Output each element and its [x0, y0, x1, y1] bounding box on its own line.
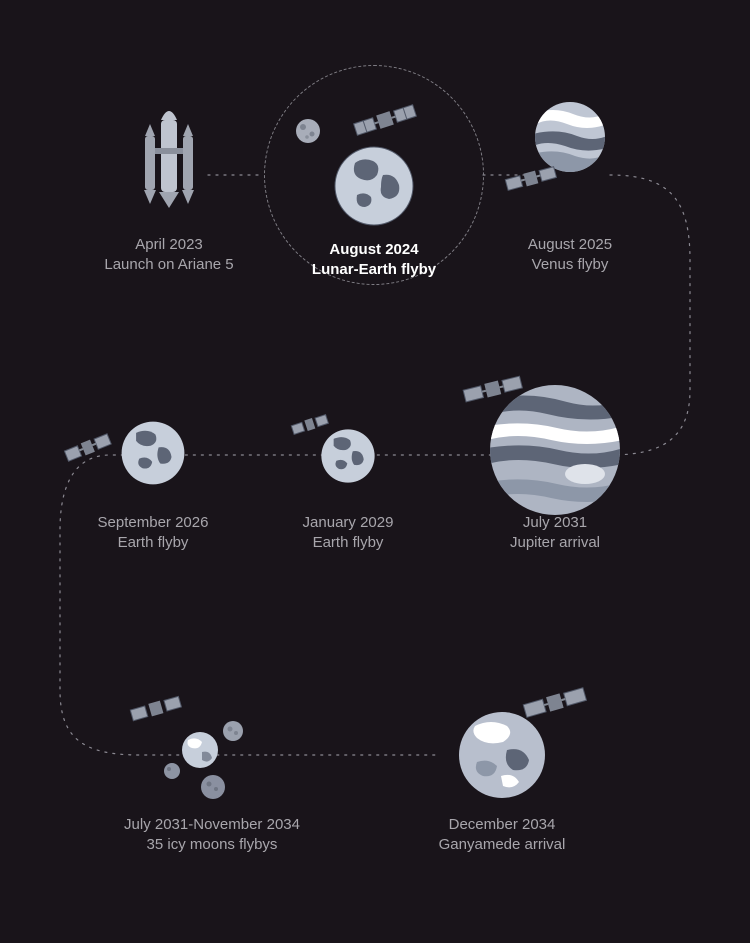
milestone-date: July 2031-November 2034 — [82, 815, 342, 835]
milestone-desc: 35 icy moons flybys — [82, 835, 342, 855]
milestone-date: July 2031 — [445, 513, 665, 533]
milestone-desc: Launch on Ariane 5 — [59, 255, 279, 275]
icy-moon-small-icon — [163, 762, 181, 780]
milestone-label: December 2034 Ganyamede arrival — [392, 815, 612, 856]
satellite-icon — [350, 100, 420, 140]
icy-moon-small-icon — [222, 720, 244, 742]
milestone-desc: Earth flyby — [238, 533, 458, 553]
milestone-desc: Venus flyby — [460, 255, 680, 275]
milestone-label: August 2025 Venus flyby — [460, 235, 680, 276]
earth-icon — [120, 420, 186, 486]
milestone-date: August 2024 — [264, 240, 484, 260]
milestone-desc: Lunar-Earth flyby — [264, 260, 484, 280]
earth-large-icon — [333, 145, 415, 227]
milestone-label: September 2026 Earth flyby — [43, 513, 263, 554]
milestone-label: April 2023 Launch on Ariane 5 — [59, 235, 279, 276]
milestone-label: August 2024 Lunar-Earth flyby — [264, 240, 484, 281]
milestone-label: July 2031-November 2034 35 icy moons fly… — [82, 815, 342, 856]
milestone-date: April 2023 — [59, 235, 279, 255]
satellite-icon — [62, 432, 114, 464]
milestone-desc: Earth flyby — [43, 533, 263, 553]
satellite-icon — [520, 682, 590, 724]
icy-moon-small-icon — [200, 774, 226, 800]
satellite-icon — [503, 162, 559, 196]
satellite-icon — [290, 412, 330, 438]
milestone-label: January 2029 Earth flyby — [238, 513, 458, 554]
milestone-date: January 2029 — [238, 513, 458, 533]
satellite-icon — [460, 370, 526, 410]
milestone-desc: Ganyamede arrival — [392, 835, 612, 855]
icy-moon-icon — [180, 730, 220, 770]
timeline-canvas: April 2023 Launch on Ariane 5 August 202… — [0, 0, 750, 943]
rocket-icon — [135, 100, 203, 210]
milestone-label: July 2031 Jupiter arrival — [445, 513, 665, 554]
milestone-date: December 2034 — [392, 815, 612, 835]
milestone-desc: Jupiter arrival — [445, 533, 665, 553]
milestone-date: September 2026 — [43, 513, 263, 533]
moon-icon — [292, 115, 324, 147]
milestone-date: August 2025 — [460, 235, 680, 255]
satellite-icon — [128, 692, 184, 726]
